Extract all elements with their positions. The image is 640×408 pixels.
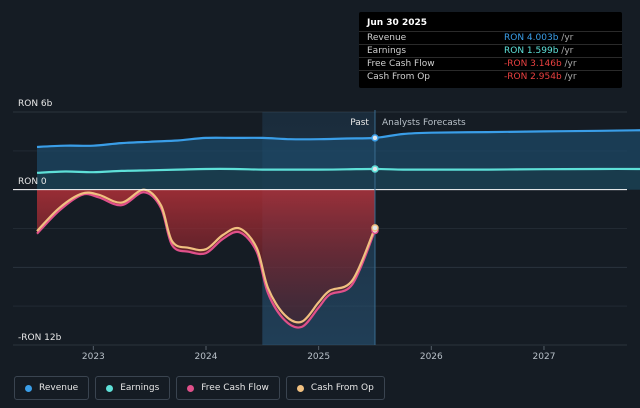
analysts-forecasts-label: Analysts Forecasts — [382, 118, 466, 128]
legend-label: Revenue — [39, 383, 79, 393]
x-tick-label: 2025 — [307, 352, 330, 362]
y-axis-zero-label: RON 0 — [18, 177, 47, 187]
legend-label: Cash From Op — [310, 383, 374, 393]
legend-item-revenue[interactable]: Revenue — [14, 376, 90, 400]
tooltip-value: -RON 2.954b /yr — [504, 72, 577, 82]
series-lines — [36, 129, 640, 329]
legend-item-free-cash-flow[interactable]: Free Cash Flow — [176, 376, 280, 400]
tooltip-row-revenue: Revenue RON 4.003b /yr — [359, 31, 622, 45]
cash-from-op-marker — [371, 224, 379, 232]
legend-dot-icon — [25, 384, 32, 392]
tooltip-value: -RON 3.146b /yr — [504, 59, 577, 69]
revenue-line — [36, 129, 640, 149]
free-cash-flow-area — [37, 189, 375, 328]
tooltip-date: Jun 30 2025 — [367, 18, 428, 28]
y-axis-top-label: RON 6b — [18, 99, 53, 109]
x-tick-label: 2027 — [533, 352, 556, 362]
cash-from-op-line — [36, 188, 377, 324]
legend-label: Earnings — [120, 383, 160, 393]
tooltip: Jun 30 2025 Revenue RON 4.003b /yr Earni… — [359, 12, 622, 88]
legend-label: Free Cash Flow — [201, 383, 269, 393]
tooltip-label: Earnings — [367, 46, 407, 56]
tooltip-row-earnings: Earnings RON 1.599b /yr — [359, 44, 622, 58]
earnings-marker — [371, 165, 379, 173]
tooltip-row-free-cash-flow: Free Cash Flow -RON 3.146b /yr — [359, 57, 622, 71]
revenue-marker — [371, 134, 379, 142]
tooltip-value: RON 1.599b /yr — [504, 46, 574, 56]
tooltip-value: RON 4.003b /yr — [504, 33, 574, 43]
x-tick-label: 2024 — [195, 352, 218, 362]
tooltip-label: Revenue — [367, 33, 407, 43]
legend-item-cash-from-op[interactable]: Cash From Op — [285, 376, 385, 400]
y-axis-bottom-label: -RON 12b — [18, 333, 62, 343]
tooltip-label: Cash From Op — [367, 72, 431, 82]
x-tick-label: 2026 — [420, 352, 443, 362]
legend-dot-icon — [296, 384, 304, 392]
earnings-area — [37, 168, 640, 190]
legend: Revenue Earnings Free Cash Flow Cash Fro… — [14, 376, 385, 400]
past-label: Past — [350, 118, 369, 128]
tooltip-label: Free Cash Flow — [367, 59, 435, 69]
free-cash-flow-line — [36, 191, 377, 329]
end-markers — [371, 134, 379, 235]
area-fills — [37, 130, 640, 328]
earnings-line — [36, 167, 640, 174]
legend-dot-icon — [187, 384, 195, 392]
x-tick-label: 2023 — [82, 352, 105, 362]
chart: RON 6b RON 0 -RON 12b Past Analysts Fore… — [13, 99, 640, 362]
tooltip-row-cash-from-op: Cash From Op -RON 2.954b /yr — [359, 70, 622, 84]
legend-dot-icon — [106, 384, 114, 392]
x-axis-ticks: 2023 2024 2025 2026 2027 — [82, 346, 556, 362]
legend-item-earnings[interactable]: Earnings — [95, 376, 171, 400]
